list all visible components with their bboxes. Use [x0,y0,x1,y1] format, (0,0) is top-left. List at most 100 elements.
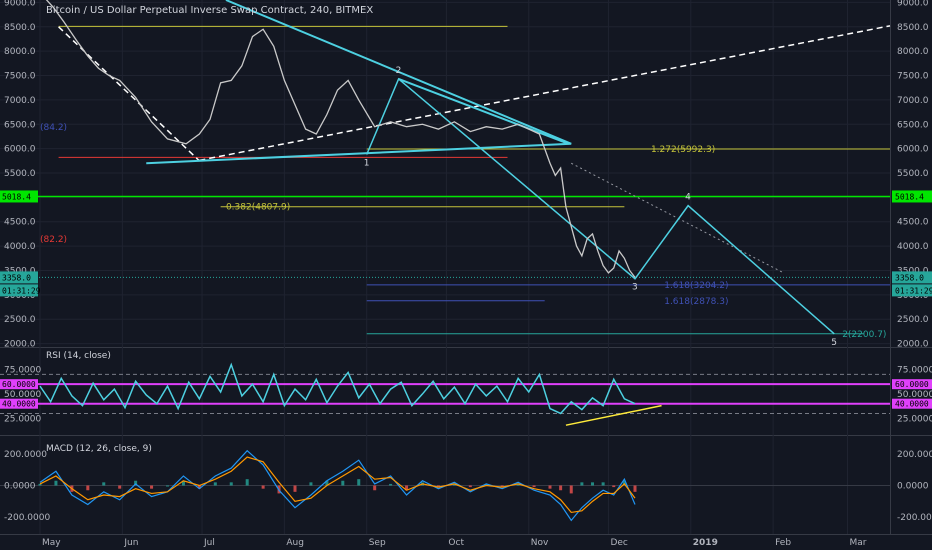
macd-title: MACD (12, 26, close, 9) [46,444,152,454]
rsi-band-badge [892,379,932,390]
trend-line [146,142,572,165]
rsi-band-badge-text: 40.0000 [895,400,929,409]
macd-histogram-bar [569,485,573,494]
wave-label: 4 [685,193,691,203]
macd-histogram-bar [591,482,594,486]
rsi-band-badge-left [0,379,38,390]
clipped-label: (82.2) [40,235,67,245]
macd-histogram-bar [102,482,106,486]
price-tick-label: 8500.0 [897,23,929,33]
macd-histogram-bar [118,485,122,489]
macd-histogram-bar [38,483,42,486]
macd-tick-label-left: 0.0000 [4,482,36,492]
macd-signal-line [39,456,636,514]
rsi-band-badge-left-text: 60.0000 [2,380,36,389]
macd-histogram-bar [612,485,616,488]
clipped-label: (84.2) [40,123,67,133]
macd-histogram-bar [341,480,345,486]
macd-panel: -200.0000 -200.0000 0.0000 0.0000 200.0000 20… [0,449,932,523]
countdown-text-left: 01:31:29 [2,286,41,295]
macd-histogram-bar [580,482,584,486]
price-tick-label-left: 6000.0 [4,145,36,155]
macd-tick-label: 0.0000 [897,482,929,492]
macd-histogram-bar [500,485,504,488]
price-tick-label: 2500.0 [897,315,929,325]
macd-histogram-bar [468,485,472,488]
macd-histogram-bar [54,480,58,486]
macd-histogram-bar [309,482,313,486]
fib-level-label: 1.618(3204.2) [664,281,728,291]
fib-level-label: 1.618(2878.3) [664,297,728,307]
x-tick-label: Oct [448,538,464,548]
macd-histogram-bar [373,485,377,491]
macd-histogram-bar [357,479,361,486]
macd-histogram-bar [134,480,138,486]
marked-level-badge-text: 5018.4 [895,192,924,201]
macd-tick-label: -200.0000 [897,513,932,523]
x-tick-label: 2019 [693,538,718,548]
macd-tick-label: 200.0000 [897,450,932,460]
chart-title: Bitcoin / US Dollar Perpetual Inverse Sw… [46,5,373,16]
macd-histogram-bar [325,480,329,486]
wave-label: 3 [632,283,638,293]
countdown-text: 01:31:29 [895,286,932,295]
price-tick-label-left: 5500.0 [4,169,36,179]
price-tick-label: 5500.0 [897,169,929,179]
trend-line [398,78,569,145]
macd-histogram-bar [452,483,456,486]
fib-level-label: 1.272(5992.3) [651,145,715,155]
macd-histogram-bar [484,483,488,486]
x-tick-label: Feb [775,538,791,548]
fib-level-label: 0.382(4807.9) [226,203,290,213]
price-panel-overlays: 1.272(5992.3) 0.382(4807.9) 1.618(3204.2) 1… [0,0,891,348]
macd-histogram-bar [532,485,536,488]
price-series [45,0,636,278]
rsi-tick-label-left: 50.0000 [4,390,41,400]
rsi-tick-label-left: 25.0000 [4,414,41,424]
macd-histogram-bar [405,485,409,491]
price-tick-label: 8000.0 [897,47,929,57]
current-price-badge-left-text: 3358.0 [2,273,31,282]
price-tick-label: 6000.0 [897,145,929,155]
rsi-line [39,362,636,415]
marked-level-badge-left-text: 5018.4 [2,192,31,201]
trend-line [225,0,572,145]
x-tick-label: Mar [850,538,867,548]
price-tick-label-left: 6500.0 [4,120,36,130]
macd-histogram-bar [245,479,249,486]
rsi-tick-label-left: 75.0000 [4,366,41,376]
price-tick-label-left: 7000.0 [4,96,36,106]
macd-histogram-bar [86,485,90,491]
macd-histogram-bar [197,485,201,489]
price-tick-label-left: 7500.0 [4,72,36,82]
x-tick-label: Jul [203,538,215,548]
price-tick-label: 7500.0 [897,72,929,82]
x-tick-label: Jun [123,538,138,548]
rsi-tick-label: 25.0000 [897,414,932,424]
price-tick-label-left: 2500.0 [4,315,36,325]
current-price-badge [892,271,932,284]
macd-tick-label-left: -200.0000 [4,513,50,523]
rsi-panel: 60.0000 60.0000 40.0000 40.0000 25.0000 25.00… [0,362,932,426]
x-tick-label: Aug [286,538,304,548]
fib-level-label: 2(2200.7) [842,330,886,340]
rsi-tick-label: 75.0000 [897,366,932,376]
countdown-badge-left [0,284,38,297]
macd-histogram-bar [633,485,637,492]
price-tick-label: 4500.0 [897,218,929,228]
rsi-band-badge-left [0,398,38,409]
rsi-divergence-line [565,404,662,426]
price-tick-label-left: 9000.0 [4,0,36,8]
marked-level-badge [892,190,932,203]
macd-histogram-bar [150,485,154,489]
price-tick-label: 7000.0 [897,96,929,106]
current-price-badge-text: 3358.0 [895,273,924,282]
price-tick-label-left: 4000.0 [4,242,36,252]
macd-histogram-bar [601,482,605,486]
macd-histogram-bar [516,483,520,486]
grid [0,0,932,535]
x-tick-label: Sep [369,538,386,548]
x-tick-label: May [42,538,61,548]
